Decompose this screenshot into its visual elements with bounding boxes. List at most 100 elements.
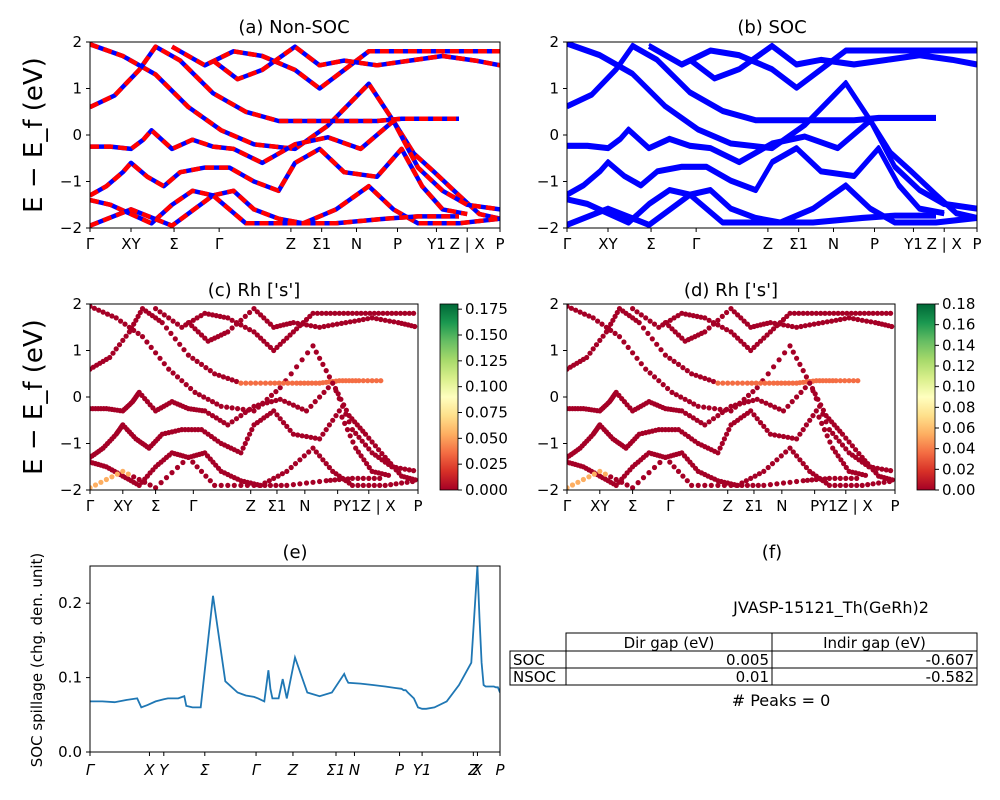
band-point [169,470,175,476]
band-point [125,471,131,477]
table-cell: NSOC [513,668,556,686]
band-point [310,445,316,451]
band-point [710,321,717,327]
band-point [807,380,813,386]
panel-e-xtick-label: Σ1 [326,761,345,779]
band-point [755,482,761,488]
table-cell: 0.01 [736,668,769,686]
band-point [671,358,677,364]
band-point [261,338,267,344]
band-point [636,320,642,326]
band-point [876,480,882,486]
band-point [862,472,869,478]
band-point [323,310,329,316]
band-point [630,485,636,490]
clipped-group [567,42,977,228]
band-point [842,378,848,384]
band-point [268,399,275,405]
band-line-split [567,117,977,209]
band-point [820,407,827,413]
colorbar-c-tick-label: 0.125 [465,352,508,370]
band-point [326,464,332,471]
band-point [207,478,213,484]
band-point [353,445,359,451]
panel-a-xtick-label: Z | X [450,235,485,253]
clipped-group [567,304,895,490]
panel-e-xtick-label: P [395,761,405,779]
band-line [567,193,936,228]
band-point [833,317,839,323]
colorbar-d-tick-label: 0.16 [942,316,975,334]
panel-b-ytick-label: −1 [537,173,559,191]
panel-c-xtick-label: Z [246,497,256,515]
panel-a-title: (a) Non-SOC [238,17,349,38]
band-point [728,306,734,312]
band-point [267,344,273,350]
band-point [242,313,248,319]
band-point [874,465,881,471]
colorbar [916,303,936,491]
band-point [735,335,741,341]
band-point [355,449,361,455]
band-point [850,378,857,384]
panel-b-xtick-label: P [870,235,879,253]
band-point [680,365,686,371]
band-point [393,481,399,487]
band-point [689,482,695,488]
band-point [346,419,352,425]
band-point [706,419,712,425]
band-point [751,344,757,350]
band-point [757,380,764,386]
band-point [879,466,885,472]
band-point [266,478,272,484]
band-point [883,310,889,316]
band-point [305,350,311,356]
band-point [654,341,660,347]
band-point [128,325,135,331]
band-point [826,427,833,433]
band-point [229,419,235,425]
band-point [100,309,106,315]
band-point [590,315,596,321]
panel-c-xtick-label: Γ [189,497,198,515]
band-point [689,371,695,377]
band-point [859,482,865,488]
band-point [312,435,318,441]
band-point [741,400,747,406]
panel-e-xtick-label: Y1 [413,761,432,779]
band-point [387,318,393,324]
colorbar-d-tick-label: 0.02 [942,460,975,478]
panel-b-xtick-label: XY [598,235,618,253]
band-line-split [567,182,977,223]
band-point [635,480,641,486]
band-point [843,475,849,481]
band-point [853,447,859,453]
band-point [854,475,860,481]
panel-d-xtick-label: Γ [563,497,572,515]
band-point [721,482,728,488]
band-point [388,482,394,488]
band-point [586,313,592,319]
band-point [741,318,747,324]
band-point [325,323,331,329]
band-point [109,313,115,319]
band-point [843,435,849,441]
band-point [397,465,404,471]
band-point [815,320,822,326]
band-line [567,118,977,212]
band-point [701,404,707,410]
band-point [671,315,677,321]
band-point [678,394,684,400]
band-point [360,378,366,384]
band-point [120,468,126,474]
band-point [262,380,269,386]
band-point [767,482,774,488]
band-point [776,357,782,363]
band-point [207,368,213,374]
band-point [369,439,375,445]
band-point [360,475,366,481]
panel-c-title: (c) Rh ['s'] [208,280,301,301]
band-point [308,403,314,409]
band-line [688,44,977,82]
band-point [272,380,278,386]
